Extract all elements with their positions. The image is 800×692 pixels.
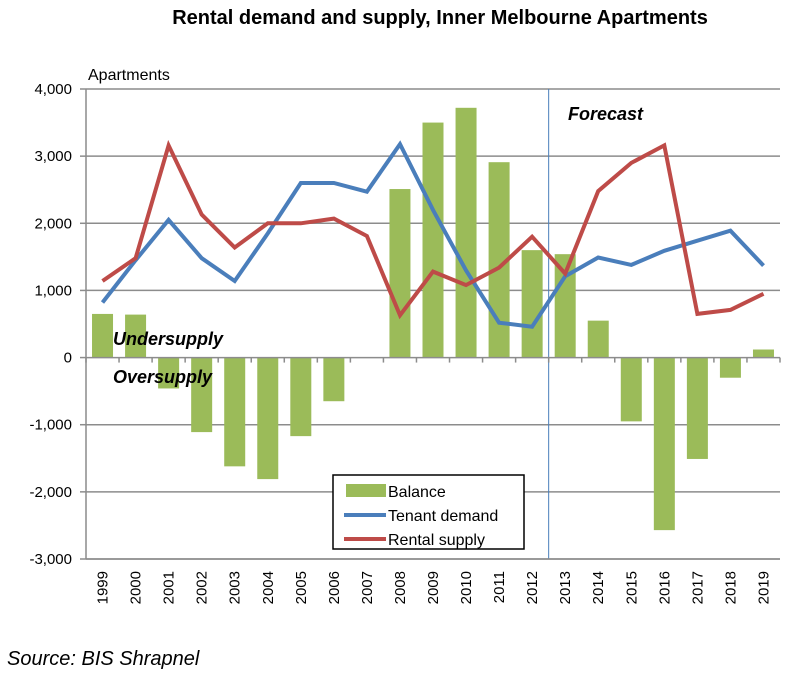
bar-balance-2014 bbox=[587, 320, 609, 358]
axes bbox=[85, 89, 781, 560]
bar-balance-2013 bbox=[554, 254, 576, 358]
bar-balance-2019 bbox=[752, 349, 774, 358]
x-tick-label: 2007 bbox=[359, 571, 376, 604]
x-tick-label: 2017 bbox=[689, 571, 706, 604]
y-axis-label: Apartments bbox=[88, 67, 170, 84]
source-note: Source: BIS Shrapnel bbox=[7, 648, 200, 670]
legend-label-demand: Tenant demand bbox=[388, 508, 498, 525]
x-tick-label: 2006 bbox=[326, 571, 343, 604]
x-tick-label: 2001 bbox=[161, 571, 178, 604]
x-tick-label: 2000 bbox=[128, 571, 145, 604]
bar-balance-2000 bbox=[125, 314, 147, 358]
bar-balance-2004 bbox=[257, 357, 279, 480]
oversupply-label: Oversupply bbox=[113, 367, 213, 387]
x-tick-label: 2015 bbox=[623, 571, 640, 604]
bar-balance-2001 bbox=[158, 357, 180, 389]
legend-label-supply: Rental supply bbox=[388, 532, 485, 549]
y-tick-label: 4,000 bbox=[34, 81, 72, 98]
y-tick-label: -1,000 bbox=[29, 417, 72, 434]
x-tick-label: 2012 bbox=[524, 571, 541, 604]
bar-balance-2006 bbox=[323, 357, 345, 402]
x-tick-label: 2004 bbox=[260, 571, 277, 604]
bar-balance-2011 bbox=[488, 162, 510, 358]
chart-title: Rental demand and supply, Inner Melbourn… bbox=[172, 7, 708, 29]
bar-balance-2002 bbox=[191, 357, 213, 433]
x-tick-label: 2009 bbox=[425, 571, 442, 604]
x-tick-label: 2014 bbox=[590, 571, 607, 604]
x-tick-label: 2013 bbox=[557, 571, 574, 604]
y-tick-label: 2,000 bbox=[34, 215, 72, 232]
x-tick-label: 2003 bbox=[227, 571, 244, 604]
bar-balance-2010 bbox=[455, 107, 477, 358]
x-tick-label: 1999 bbox=[95, 571, 112, 604]
bar-balance-2009 bbox=[422, 122, 444, 358]
x-tick-label: 2002 bbox=[194, 571, 211, 604]
x-tick-labels: 1999 2000 2001 2002 2003 2004 2005 2006 2007 2008… bbox=[95, 571, 773, 604]
x-tick-label: 2008 bbox=[392, 571, 409, 604]
y-tick-label: 0 bbox=[64, 350, 72, 367]
x-tick-label: 2010 bbox=[458, 571, 475, 604]
bar-balance-1999 bbox=[92, 313, 114, 358]
y-tick-label: 1,000 bbox=[34, 282, 72, 299]
y-tick-label: -3,000 bbox=[29, 551, 72, 568]
bar-balance-2016 bbox=[653, 357, 675, 531]
legend-swatch-balance bbox=[346, 484, 386, 497]
bar-balance-2012 bbox=[521, 250, 543, 358]
x-tick-label: 2011 bbox=[491, 571, 508, 603]
bar-balance-2005 bbox=[290, 357, 312, 437]
bar-balance-2008 bbox=[389, 189, 411, 358]
balance-bars bbox=[92, 107, 774, 531]
bar-balance-2017 bbox=[686, 357, 708, 459]
x-tick-label: 2005 bbox=[293, 571, 310, 604]
bar-balance-2015 bbox=[620, 357, 642, 422]
bar-balance-2018 bbox=[719, 357, 741, 378]
y-tick-label: -2,000 bbox=[29, 484, 72, 501]
x-tick-label: 2018 bbox=[722, 571, 739, 604]
undersupply-label: Undersupply bbox=[113, 329, 224, 349]
forecast-label: Forecast bbox=[568, 104, 644, 124]
bar-balance-2003 bbox=[224, 357, 246, 467]
legend: Balance Tenant demand Rental supply bbox=[332, 474, 525, 550]
x-tick-label: 2016 bbox=[656, 571, 673, 604]
x-tick-label: 2019 bbox=[755, 571, 772, 604]
series-lines bbox=[100, 139, 765, 329]
y-tick-label: 3,000 bbox=[34, 148, 72, 165]
legend-label-balance: Balance bbox=[388, 484, 446, 501]
y-tick-labels: 4,000 3,000 2,000 1,000 0 -1,000 -2,000 -3,000 bbox=[29, 81, 86, 568]
